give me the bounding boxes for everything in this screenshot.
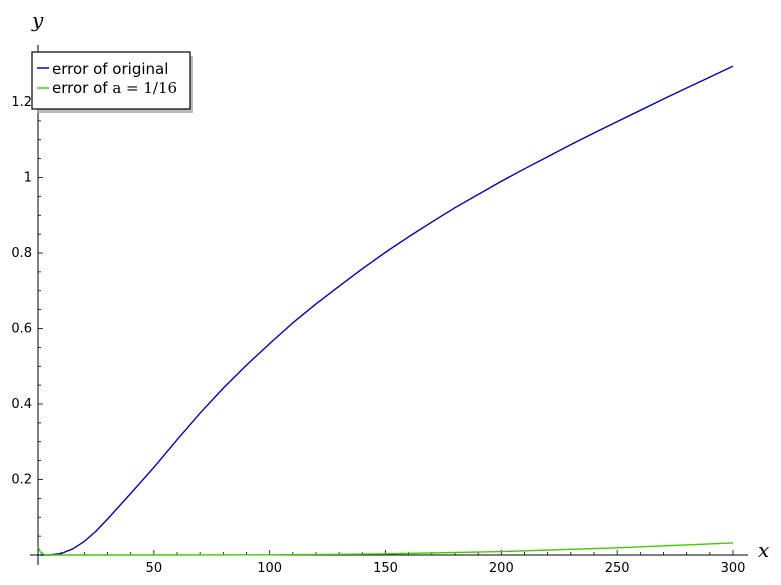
series-line-original [40,65,734,556]
x-ticks: 50 100 150 200 250 300 [60,550,746,576]
y-tick-label: 0.6 [11,322,32,337]
x-tick-label: 150 [373,561,398,576]
y-tick-label: 0.2 [11,473,32,488]
x-tick-label: 250 [605,561,630,576]
y-tick-label: 1 [24,171,32,186]
x-tick-label: 100 [257,561,282,576]
legend-label-a16: error of a = 1/16 [52,79,177,97]
y-tick-label: 0.8 [11,246,32,261]
y-tick-label: 0.4 [11,397,32,412]
x-tick-label: 300 [721,561,746,576]
x-tick-label: 50 [146,561,163,576]
legend-label-a16-eq: = 1/16 [121,79,177,97]
series-line-a16 [37,542,734,556]
x-tick-label: 200 [489,561,514,576]
legend-label-original: error of original [52,60,168,78]
legend-label-a16-var: a [112,79,121,97]
axes [30,45,748,565]
y-axis-label: y [31,8,44,32]
legend-label-a16-prefix: error of [52,79,112,97]
legend-box [31,51,191,110]
x-axis-label: x [758,538,769,562]
y-tick-label: 1.2 [11,95,32,110]
y-ticks: 0.2 0.4 0.6 0.8 1 1.2 [11,63,43,537]
series-lines [37,65,734,556]
legend: error of original error of a = 1/16 [31,51,193,113]
